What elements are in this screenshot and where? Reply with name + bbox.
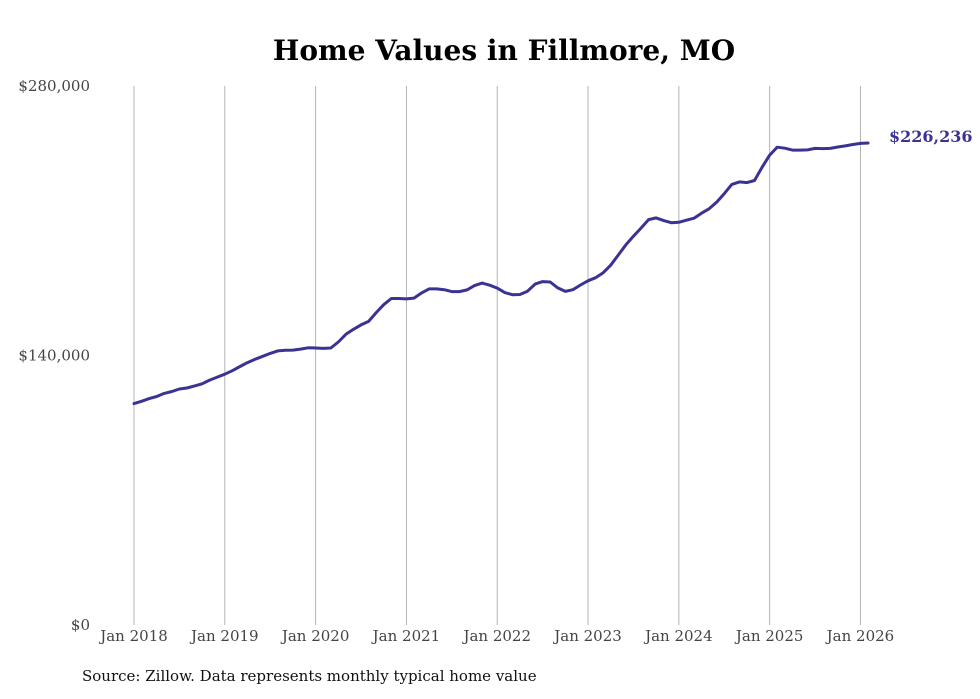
x-tick-label: Jan 2026 [825,627,895,645]
x-tick-label: Jan 2019 [189,627,259,645]
x-axis-tick-labels: Jan 2018 Jan 2019 Jan 2020 Jan 2021 Jan 2022… [98,627,894,645]
y-tick-label: $140,000 [18,347,90,365]
x-tick-label: Jan 2025 [734,627,804,645]
vertical-gridlines [133,86,861,625]
x-tick-label: Jan 2018 [98,627,168,645]
y-tick-label: $0 [71,616,90,634]
x-tick-label: Jan 2022 [461,627,531,645]
home-value-series-line [132,141,870,406]
y-axis-tick-labels: $0 $140,000 $280,000 [18,77,90,634]
y-tick-label: $280,000 [18,77,90,95]
x-tick-label: Jan 2021 [371,627,441,645]
x-tick-label: Jan 2020 [280,627,350,645]
chart-title: Home Values in Fillmore, MO [273,34,735,67]
latest-value-label: $226,236 [889,127,973,146]
source-note: Source: Zillow. Data represents monthly … [82,667,537,685]
x-tick-label: Jan 2023 [552,627,622,645]
x-tick-label: Jan 2024 [643,627,713,645]
